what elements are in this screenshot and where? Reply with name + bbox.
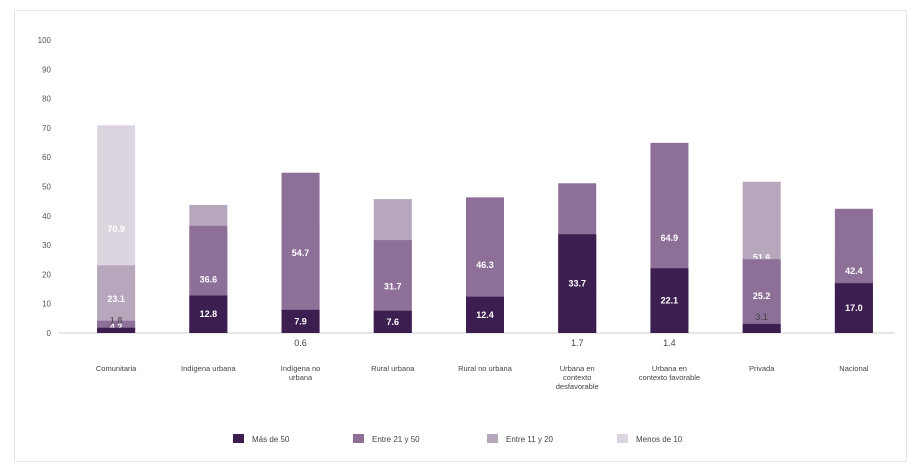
data-label: 1.8 bbox=[110, 316, 123, 326]
legend-swatch bbox=[353, 434, 364, 443]
data-label: 36.6 bbox=[200, 274, 218, 284]
data-label: 23.1 bbox=[107, 294, 125, 304]
legend-label: Más de 50 bbox=[252, 435, 290, 444]
data-label: 7.6 bbox=[387, 317, 400, 327]
data-label: 4.2 bbox=[110, 322, 123, 332]
data-label: 0.6 bbox=[294, 338, 307, 348]
bar-segment bbox=[281, 172, 320, 333]
data-label: 25.2 bbox=[753, 291, 771, 301]
category-label: Privada bbox=[749, 364, 775, 373]
bar-segment bbox=[373, 310, 412, 333]
y-tick-label: 40 bbox=[42, 212, 51, 221]
data-label: 7.9 bbox=[294, 316, 307, 326]
data-label: 1.4 bbox=[663, 338, 676, 348]
category-label: contexto bbox=[563, 373, 591, 382]
legend-label: Entre 21 y 50 bbox=[372, 435, 420, 444]
bar-segment bbox=[189, 295, 228, 333]
bar-segment bbox=[466, 296, 504, 333]
bar-segment bbox=[281, 309, 320, 333]
data-label: 1.7 bbox=[571, 338, 584, 348]
data-label: 33.7 bbox=[568, 279, 586, 289]
data-label: 51.6 bbox=[753, 252, 771, 262]
y-tick-label: 60 bbox=[42, 153, 51, 162]
y-tick-label: 70 bbox=[42, 124, 51, 133]
y-tick-label: 0 bbox=[47, 329, 52, 338]
legend-swatch bbox=[487, 434, 498, 443]
data-label: 12.4 bbox=[476, 310, 494, 320]
y-tick-label: 90 bbox=[42, 65, 51, 74]
data-label: 3.1 bbox=[755, 312, 768, 322]
legend-label: Menos de 10 bbox=[636, 435, 683, 444]
category-label: Urbana en bbox=[560, 364, 595, 373]
y-tick-label: 10 bbox=[42, 300, 51, 309]
legend-swatch bbox=[617, 434, 628, 443]
chart-frame: 0 10 20 30 40 50 60 70 80 90 100 70.9 23.1 4.2 1.8 Comu… bbox=[14, 10, 907, 462]
category-label: Nacional bbox=[839, 364, 869, 373]
y-tick-label: 100 bbox=[38, 36, 52, 45]
category-label: Rural urbana bbox=[371, 364, 415, 373]
legend-label: Entre 11 y 20 bbox=[506, 435, 554, 444]
data-label: 64.9 bbox=[661, 233, 679, 243]
category-label: Comunitaria bbox=[96, 364, 137, 373]
data-label: 31.7 bbox=[384, 282, 402, 292]
bar-segment bbox=[650, 268, 689, 333]
y-tick-label: 30 bbox=[42, 241, 51, 250]
bar-segment bbox=[558, 234, 597, 333]
data-label: 17.0 bbox=[845, 303, 863, 313]
category-label: desfavorable bbox=[556, 382, 599, 391]
category-label: Indígena urbana bbox=[181, 364, 236, 373]
y-tick-label: 50 bbox=[42, 183, 51, 192]
bar-segment bbox=[97, 327, 136, 333]
y-tick-label: 80 bbox=[42, 95, 51, 104]
data-label: 54.7 bbox=[292, 248, 310, 258]
bar-segment bbox=[742, 259, 781, 333]
y-tick-label: 20 bbox=[42, 270, 51, 279]
legend-swatch bbox=[233, 434, 244, 443]
category-label: urbana bbox=[289, 373, 313, 382]
bar-segment bbox=[742, 323, 781, 333]
category-label: Rural no urbana bbox=[458, 364, 513, 373]
category-label: Urbana en bbox=[652, 364, 687, 373]
data-label: 46.3 bbox=[476, 260, 494, 270]
bar-segment bbox=[834, 283, 873, 333]
category-label: Indígena no bbox=[281, 364, 321, 373]
category-label: contexto favorable bbox=[639, 373, 700, 382]
data-label: 22.1 bbox=[661, 296, 679, 306]
data-label: 70.9 bbox=[107, 224, 125, 234]
data-label: 12.8 bbox=[200, 309, 218, 319]
stacked-bar-chart: 0 10 20 30 40 50 60 70 80 90 100 70.9 23.1 4.21.8 Comu… bbox=[38, 36, 895, 444]
data-label: 42.4 bbox=[845, 266, 863, 276]
